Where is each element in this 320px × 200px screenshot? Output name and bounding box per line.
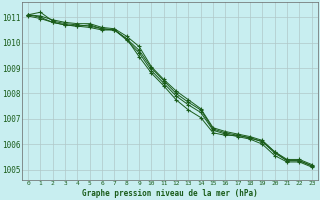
X-axis label: Graphe pression niveau de la mer (hPa): Graphe pression niveau de la mer (hPa): [82, 189, 258, 198]
